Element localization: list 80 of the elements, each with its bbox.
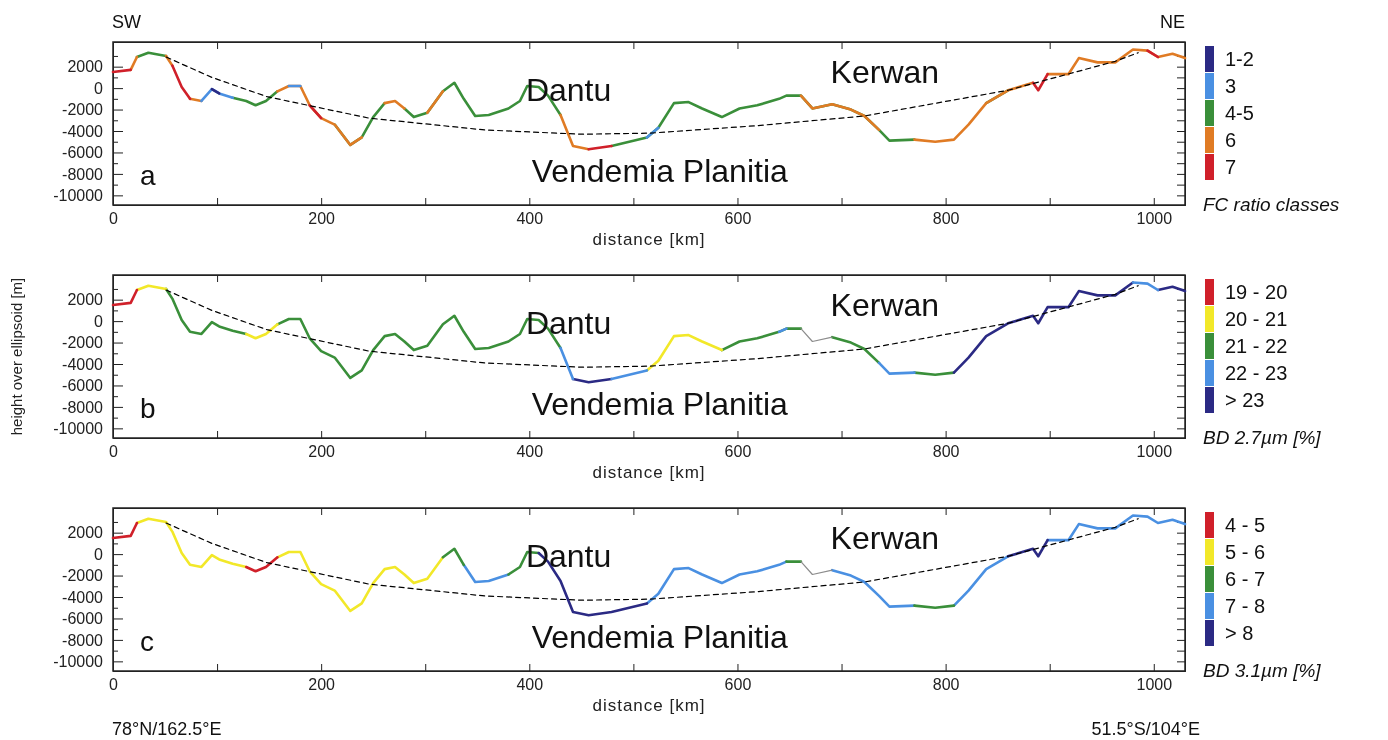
line-series (165, 52, 1139, 135)
x-tick-label: 200 (308, 443, 336, 461)
x-tick-label: 600 (724, 443, 752, 461)
x-tick-label: 0 (109, 210, 119, 228)
x-tick-label: 200 (308, 210, 336, 228)
x-tick-label: 400 (516, 676, 544, 694)
y-axis-title: height over ellipsoid [m] (8, 277, 25, 436)
y-tick-label: -2000 (62, 101, 104, 119)
line-series (165, 285, 1139, 368)
annotation: Vendemia Planitia (531, 386, 789, 423)
y-tick-label: -6000 (62, 610, 104, 628)
y-tick-label: 2000 (67, 291, 104, 309)
annotation: Vendemia Planitia (531, 619, 789, 656)
legend-label: 7 - 8 (1225, 595, 1266, 617)
y-tick-label: -10000 (53, 419, 104, 437)
x-tick-label: 600 (724, 210, 752, 228)
x-tick-label: 800 (932, 676, 960, 694)
x-tick-label: 800 (932, 210, 960, 228)
y-tick-label: -8000 (62, 398, 104, 416)
legend-label: 6 - 7 (1225, 568, 1266, 590)
text: 78°N/162.5°E (112, 719, 222, 739)
y-tick-label: 0 (94, 79, 104, 97)
y-tick-label: -8000 (62, 631, 104, 649)
text: b (140, 393, 156, 424)
text: a (140, 160, 156, 191)
legend-label: 20 - 21 (1225, 308, 1288, 330)
y-tick-label: 0 (94, 312, 104, 330)
y-tick-label: -10000 (53, 652, 104, 670)
annotation: Kerwan (830, 286, 940, 323)
legend-label: > 23 (1225, 389, 1265, 411)
text: SW (112, 12, 142, 32)
y-tick-label: 2000 (67, 58, 104, 76)
y-tick-label: 2000 (67, 524, 104, 542)
x-tick-label: 0 (109, 676, 119, 694)
legend-label: 7 (1225, 156, 1237, 178)
x-tick-label: 800 (932, 443, 960, 461)
text: NE (1159, 12, 1185, 32)
x-axis-title: distance [km] (592, 230, 706, 249)
text: c (140, 626, 154, 657)
line-series (165, 518, 1139, 601)
x-axis-title: distance [km] (592, 696, 706, 715)
y-tick-label: -4000 (62, 355, 104, 373)
legend-label: 1-2 (1225, 48, 1254, 70)
x-tick-label: 400 (516, 443, 544, 461)
annotation: Dantu (525, 304, 612, 341)
x-tick-label: 0 (109, 443, 119, 461)
legend-label: 3 (1225, 75, 1237, 97)
x-tick-label: 1000 (1136, 676, 1173, 694)
y-tick-label: -6000 (62, 144, 104, 162)
annotation: Vendemia Planitia (531, 153, 789, 190)
annotation: Kerwan (830, 53, 940, 90)
legend-label: 21 - 22 (1225, 335, 1288, 357)
x-tick-label: 1000 (1136, 210, 1173, 228)
legend-title: BD 3.1µm [%] (1203, 660, 1322, 681)
legend-label: 22 - 23 (1225, 362, 1288, 384)
legend-label: 19 - 20 (1225, 281, 1288, 303)
y-tick-label: -6000 (62, 377, 104, 395)
x-tick-label: 600 (724, 676, 752, 694)
legend-title: FC ratio classes (1203, 194, 1340, 215)
legend-title: BD 2.7µm [%] (1203, 427, 1322, 448)
y-tick-label: -4000 (62, 122, 104, 140)
y-tick-label: -2000 (62, 334, 104, 352)
annotation: Dantu (525, 537, 612, 574)
legend-label: 4-5 (1225, 102, 1254, 124)
y-tick-label: -2000 (62, 567, 104, 585)
y-tick-label: -8000 (62, 165, 104, 183)
text: 51.5°S/104°E (1091, 719, 1200, 739)
y-tick-label: 0 (94, 545, 104, 563)
y-tick-label: -10000 (53, 186, 104, 204)
legend-label: 5 - 6 (1225, 541, 1266, 563)
legend-label: 6 (1225, 129, 1237, 151)
x-tick-label: 400 (516, 210, 544, 228)
x-axis-title: distance [km] (592, 463, 706, 482)
annotation: Dantu (525, 71, 612, 108)
x-tick-label: 200 (308, 676, 336, 694)
x-tick-label: 1000 (1136, 443, 1173, 461)
legend-label: > 8 (1225, 622, 1254, 644)
annotation: Kerwan (830, 519, 940, 556)
y-tick-label: -4000 (62, 588, 104, 606)
legend-label: 4 - 5 (1225, 514, 1266, 536)
